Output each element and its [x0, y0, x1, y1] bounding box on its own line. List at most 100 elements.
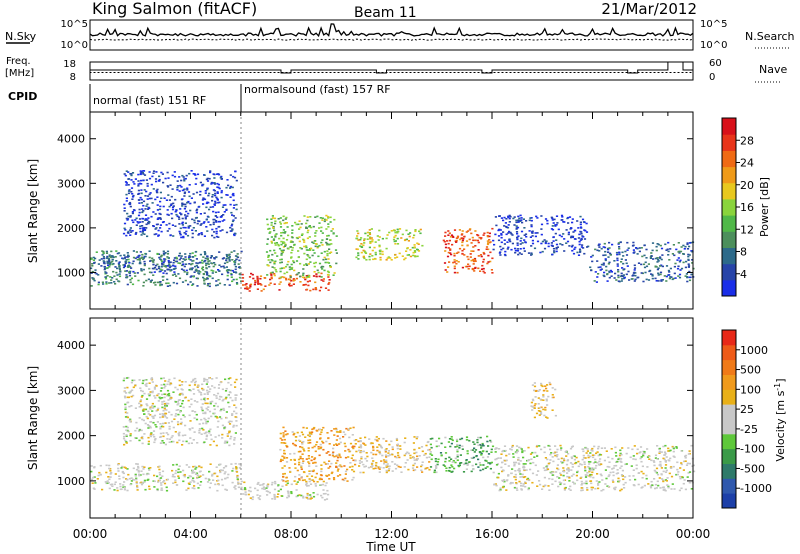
nave-tick-high: 60 [709, 58, 722, 69]
power-echo-cells [90, 170, 695, 292]
colorbar-swatch [722, 389, 736, 405]
colorbar-tick-label: 1000 [740, 344, 768, 357]
colorbar-swatch [722, 134, 736, 151]
colorbar-swatch [722, 344, 736, 361]
cpid-panel: CPID normal (fast) 151 RF normalsound (f… [8, 83, 391, 112]
noise-sky-line [89, 23, 694, 38]
ytick-label: 3000 [57, 177, 85, 190]
velocity-echo-region [90, 462, 243, 492]
colorbar-tick-label: -500 [740, 462, 765, 475]
nave-label: Nave [759, 63, 787, 76]
station-title: King Salmon (fitACF) [92, 0, 257, 18]
colorbar-swatch [722, 118, 736, 135]
ytick-label: 4000 [57, 339, 85, 352]
velocity-colorbar: 1000 500 100 25 -25 -100 -500 -1000 Velocity [m… [721, 329, 787, 509]
noise-left-tick-high: 10^5 [61, 19, 88, 30]
colorbar-swatch [722, 263, 736, 281]
velocity-colorbar-label: Velocity [m s-1] [773, 378, 787, 461]
noise-left-tick-low: 10^0 [61, 40, 88, 51]
colorbar-swatch [722, 247, 736, 265]
velocity-ylabel: Slant Range [km] [26, 366, 40, 470]
colorbar-tick-label: -1000 [740, 482, 772, 495]
colorbar-swatch [722, 419, 736, 435]
colorbar-tick-label: 20 [740, 179, 754, 192]
velocity-echo-region [354, 436, 431, 474]
colorbar-swatch [722, 231, 736, 248]
colorbar-tick-label: 25 [740, 403, 754, 416]
colorbar-swatch [722, 493, 736, 509]
colorbar-swatch [722, 198, 736, 216]
power-ylabel: Slant Range [km] [26, 159, 40, 263]
power-echo-region [589, 241, 695, 283]
freq-label-line1: Freq. [6, 56, 31, 67]
colorbar-swatch [722, 433, 736, 450]
colorbar-tick-label: 8 [740, 246, 747, 259]
time-tick-label: 12:00 [374, 527, 409, 541]
ytick-label: 2000 [57, 222, 85, 235]
cpid-segment-normalsound: normalsound (fast) 157 RF [244, 83, 391, 96]
time-tick-label: 00:00 [73, 527, 108, 541]
beam-label: Beam 11 [354, 5, 417, 21]
ytick-label: 3000 [57, 384, 85, 397]
cpid-segment-normal: normal (fast) 151 RF [93, 94, 206, 107]
colorbar-swatch [722, 404, 736, 420]
power-echo-region [355, 228, 424, 261]
nave-line [89, 72, 693, 73]
power-echo-region [102, 254, 238, 274]
freq-label-line2: [MHz] [5, 68, 34, 79]
ytick-label: 1000 [57, 266, 85, 279]
freq-line [90, 61, 693, 74]
velocity-panel: 1000 2000 3000 4000 Slant Range [km] [26, 317, 696, 519]
noise-search-label: N.Search [745, 30, 795, 43]
velocity-echo-region [429, 435, 495, 474]
time-tick-label: 00:00 [676, 527, 711, 541]
power-echo-region [122, 170, 238, 239]
colorbar-swatch [722, 215, 736, 232]
time-tick-label: 04:00 [173, 527, 208, 541]
colorbar-swatch [722, 182, 736, 200]
noise-sky-label: N.Sky [5, 30, 37, 43]
velocity-echo-region [279, 426, 356, 483]
colorbar-tick-label: 500 [740, 364, 761, 377]
noise-right-tick-low: 10^0 [700, 40, 727, 51]
ytick-label: 2000 [57, 430, 85, 443]
noise-right-tick-high: 10^5 [700, 19, 727, 30]
cpid-label: CPID [8, 90, 37, 103]
colorbar-tick-label: -25 [740, 423, 758, 436]
colorbar-swatch [722, 463, 736, 479]
velocity-echo-cells [90, 376, 696, 501]
time-tick-label: 20:00 [575, 527, 610, 541]
velocity-echo-region [122, 376, 238, 447]
colorbar-swatch [722, 448, 736, 464]
colorbar-swatch [722, 166, 736, 184]
power-echo-region [492, 214, 590, 257]
noise-panel: N.Sky 10^5 10^0 10^5 10^0 N.Search [5, 19, 795, 51]
velocity-echo-region [492, 444, 696, 492]
colorbar-swatch [722, 150, 736, 168]
time-tick-label: 16:00 [475, 527, 510, 541]
time-tick-label: 08:00 [274, 527, 309, 541]
freq-tick-low: 8 [70, 72, 76, 83]
colorbar-tick-label: 16 [740, 201, 754, 214]
power-panel: 1000 2000 3000 4000 Slant Range [km] [26, 111, 695, 310]
colorbar-swatch [722, 374, 736, 390]
colorbar-swatch [722, 330, 736, 346]
velocity-echo-region [530, 381, 557, 419]
power-echo-region [442, 227, 494, 274]
power-colorbar-label: Power [dB] [758, 177, 771, 237]
colorbar-tick-label: 12 [740, 223, 754, 236]
power-echo-region [90, 250, 243, 288]
power-echo-region [265, 214, 338, 279]
time-axis-label: Time UT [365, 540, 416, 554]
freq-tick-high: 18 [63, 59, 76, 70]
velocity-echo-region [241, 480, 330, 501]
colorbar-tick-label: -100 [740, 443, 765, 456]
colorbar-swatch [722, 359, 736, 375]
colorbar-swatch [722, 279, 736, 297]
frequency-panel: Freq. [MHz] 18 8 60 0 Nave [5, 56, 787, 83]
nave-tick-low: 0 [709, 72, 715, 83]
colorbar-tick-label: 4 [740, 268, 747, 281]
colorbar-tick-label: 28 [740, 134, 754, 147]
colorbar-swatch [722, 478, 736, 494]
